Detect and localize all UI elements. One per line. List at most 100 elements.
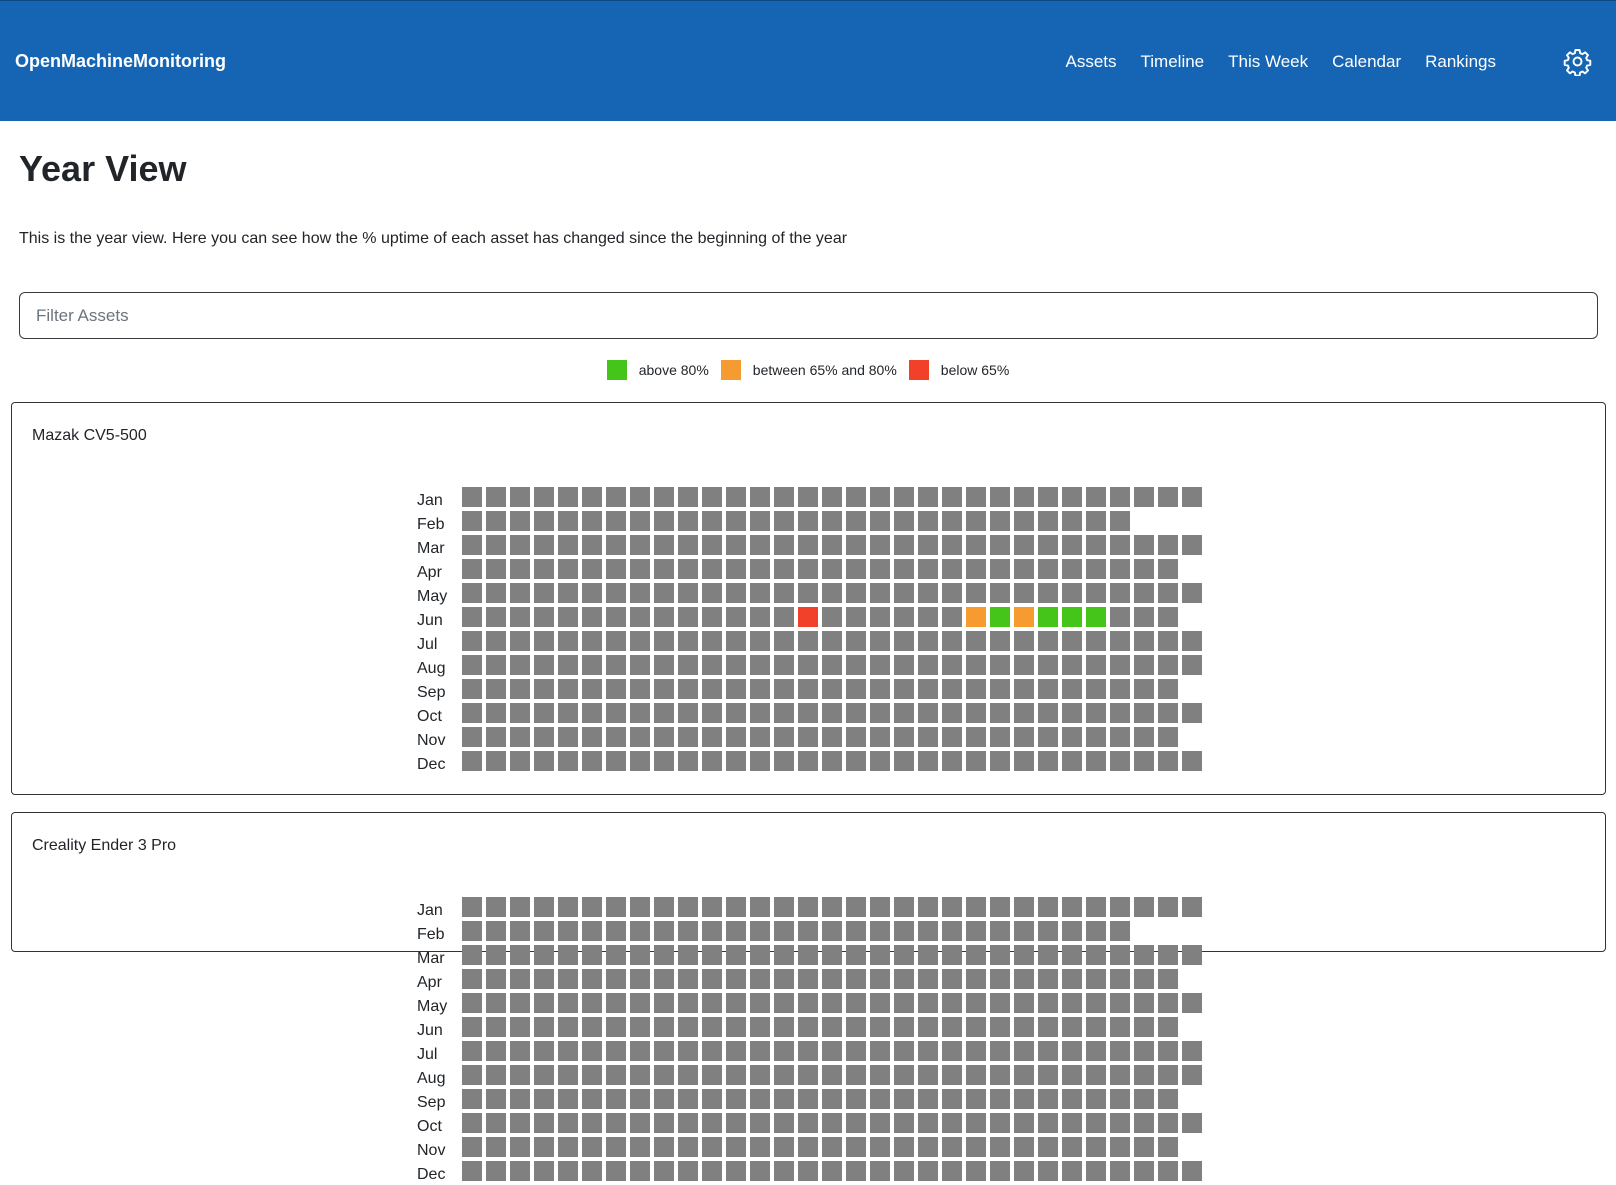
day-cell[interactable]: [1110, 1017, 1130, 1037]
day-cell[interactable]: [726, 1137, 746, 1157]
day-cell[interactable]: [750, 897, 770, 917]
day-cell[interactable]: [774, 511, 794, 531]
day-cell[interactable]: [870, 969, 890, 989]
day-cell[interactable]: [1038, 511, 1058, 531]
day-cell[interactable]: [846, 655, 866, 675]
day-cell[interactable]: [702, 583, 722, 603]
day-cell[interactable]: [750, 583, 770, 603]
day-cell[interactable]: [1062, 703, 1082, 723]
day-cell[interactable]: [654, 679, 674, 699]
nav-link-calendar[interactable]: Calendar: [1332, 51, 1402, 71]
day-cell[interactable]: [534, 655, 554, 675]
day-cell[interactable]: [1062, 679, 1082, 699]
day-cell[interactable]: [1110, 751, 1130, 771]
day-cell[interactable]: [894, 535, 914, 555]
day-cell[interactable]: [1182, 535, 1202, 555]
day-cell[interactable]: [534, 511, 554, 531]
day-cell[interactable]: [630, 535, 650, 555]
day-cell[interactable]: [1062, 583, 1082, 603]
day-cell[interactable]: [558, 511, 578, 531]
day-cell[interactable]: [1110, 631, 1130, 651]
day-cell[interactable]: [822, 559, 842, 579]
day-cell[interactable]: [606, 679, 626, 699]
day-cell[interactable]: [1134, 1065, 1154, 1085]
day-cell[interactable]: [750, 487, 770, 507]
day-cell[interactable]: [462, 1089, 482, 1109]
day-cell[interactable]: [1014, 511, 1034, 531]
day-cell[interactable]: [486, 655, 506, 675]
day-cell[interactable]: [534, 1089, 554, 1109]
day-cell[interactable]: [558, 535, 578, 555]
day-cell[interactable]: [510, 1041, 530, 1061]
day-cell[interactable]: [918, 679, 938, 699]
day-cell[interactable]: [726, 945, 746, 965]
day-cell[interactable]: [726, 993, 746, 1013]
day-cell[interactable]: [918, 1113, 938, 1133]
day-cell[interactable]: [822, 993, 842, 1013]
day-cell[interactable]: [654, 1017, 674, 1037]
brand-logo[interactable]: OpenMachineMonitoring: [15, 51, 226, 71]
day-cell[interactable]: [774, 559, 794, 579]
day-cell[interactable]: [1038, 1113, 1058, 1133]
day-cell[interactable]: [1062, 1113, 1082, 1133]
day-cell[interactable]: [1086, 583, 1106, 603]
day-cell[interactable]: [678, 969, 698, 989]
day-cell[interactable]: [582, 607, 602, 627]
day-cell[interactable]: [486, 511, 506, 531]
day-cell[interactable]: [726, 1161, 746, 1181]
day-cell[interactable]: [678, 1137, 698, 1157]
day-cell[interactable]: [894, 679, 914, 699]
day-cell[interactable]: [894, 751, 914, 771]
day-cell[interactable]: [798, 897, 818, 917]
nav-link-timeline[interactable]: Timeline: [1140, 51, 1205, 71]
day-cell[interactable]: [1014, 897, 1034, 917]
day-cell[interactable]: [1014, 945, 1034, 965]
day-cell[interactable]: [726, 679, 746, 699]
day-cell[interactable]: [894, 1089, 914, 1109]
day-cell[interactable]: [1062, 1041, 1082, 1061]
day-cell[interactable]: [774, 583, 794, 603]
day-cell[interactable]: [678, 727, 698, 747]
day-cell[interactable]: [534, 631, 554, 651]
day-cell[interactable]: [486, 751, 506, 771]
day-cell[interactable]: [1110, 511, 1130, 531]
day-cell[interactable]: [606, 607, 626, 627]
day-cell[interactable]: [1182, 655, 1202, 675]
day-cell[interactable]: [510, 607, 530, 627]
day-cell[interactable]: [870, 1017, 890, 1037]
day-cell[interactable]: [966, 511, 986, 531]
day-cell[interactable]: [1158, 1017, 1178, 1037]
day-cell[interactable]: [726, 511, 746, 531]
day-cell[interactable]: [894, 921, 914, 941]
day-cell[interactable]: [1062, 1161, 1082, 1181]
day-cell[interactable]: [1014, 1065, 1034, 1085]
day-cell[interactable]: [966, 727, 986, 747]
day-cell[interactable]: [1014, 655, 1034, 675]
day-cell[interactable]: [606, 535, 626, 555]
day-cell[interactable]: [606, 921, 626, 941]
day-cell[interactable]: [870, 631, 890, 651]
day-cell[interactable]: [1086, 727, 1106, 747]
day-cell[interactable]: [822, 727, 842, 747]
day-cell[interactable]: [942, 897, 962, 917]
day-cell[interactable]: [1158, 1161, 1178, 1181]
day-cell[interactable]: [1110, 1089, 1130, 1109]
day-cell[interactable]: [678, 559, 698, 579]
day-cell[interactable]: [750, 921, 770, 941]
day-cell[interactable]: [1158, 1041, 1178, 1061]
day-cell[interactable]: [1086, 487, 1106, 507]
day-cell[interactable]: [702, 703, 722, 723]
day-cell[interactable]: [726, 631, 746, 651]
day-cell[interactable]: [1086, 1161, 1106, 1181]
day-cell[interactable]: [846, 727, 866, 747]
day-cell[interactable]: [798, 1089, 818, 1109]
day-cell[interactable]: [726, 921, 746, 941]
day-cell[interactable]: [678, 921, 698, 941]
day-cell[interactable]: [822, 969, 842, 989]
day-cell[interactable]: [846, 1137, 866, 1157]
day-cell[interactable]: [630, 945, 650, 965]
day-cell[interactable]: [1182, 583, 1202, 603]
day-cell[interactable]: [990, 1137, 1010, 1157]
day-cell[interactable]: [966, 969, 986, 989]
day-cell[interactable]: [582, 559, 602, 579]
